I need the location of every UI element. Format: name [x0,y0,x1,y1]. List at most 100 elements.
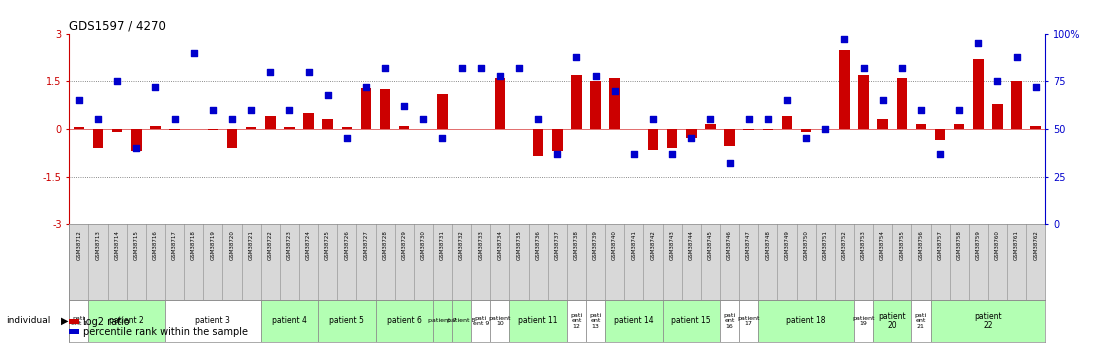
Text: log2 ratio: log2 ratio [83,317,130,327]
Bar [265,116,275,129]
Text: GDS1597 / 4270: GDS1597 / 4270 [69,20,167,32]
Text: GSM38762: GSM38762 [1033,230,1039,260]
Text: GSM38753: GSM38753 [861,230,866,260]
Point [262,69,280,75]
Bar [165,300,260,342]
Bar [246,127,256,129]
Bar [284,127,295,129]
Point [587,73,605,78]
Text: patient 15: patient 15 [672,316,711,325]
Text: GSM38752: GSM38752 [842,230,847,260]
Bar [973,59,984,129]
Text: GSM38750: GSM38750 [804,230,808,260]
Bar [452,300,471,342]
Text: GSM38746: GSM38746 [727,230,732,260]
Text: GSM38716: GSM38716 [153,230,158,260]
Point [319,92,337,97]
Bar [341,127,352,129]
Point [969,40,987,46]
Text: GSM38749: GSM38749 [785,230,789,260]
Text: GSM38712: GSM38712 [76,230,82,260]
Point [453,65,471,71]
Text: GSM38723: GSM38723 [287,230,292,260]
Point [931,151,949,156]
Text: GSM38728: GSM38728 [382,230,388,260]
Point [625,151,643,156]
Bar [724,129,735,146]
Text: individual: individual [6,316,50,325]
Bar [533,129,543,156]
Text: pati
ent 1: pati ent 1 [70,316,87,326]
Text: GSM38722: GSM38722 [267,230,273,260]
Text: GSM38720: GSM38720 [229,230,235,260]
Bar [567,300,586,342]
Point [721,160,739,166]
Point [89,117,107,122]
Text: GSM38715: GSM38715 [134,230,139,260]
Bar [800,129,812,132]
Text: GSM38741: GSM38741 [632,230,636,260]
Text: pati
ent 9: pati ent 9 [473,316,489,326]
Text: GSM38732: GSM38732 [459,230,464,260]
Bar [705,124,716,129]
Bar [319,300,376,342]
Text: patient 2: patient 2 [110,316,144,325]
Bar [471,300,491,342]
Bar [1031,126,1041,129]
Bar [897,78,907,129]
Bar [911,300,930,342]
Text: GSM38761: GSM38761 [1014,230,1020,260]
Text: patient
22: patient 22 [974,312,1002,330]
Bar [571,75,581,129]
Point [491,73,509,78]
Bar [930,300,1045,342]
Point [663,151,681,156]
Bar [954,124,965,129]
Text: GSM38756: GSM38756 [918,230,923,260]
Text: patient 14: patient 14 [614,316,654,325]
Bar [590,81,600,129]
Point [644,117,662,122]
Text: patient
19: patient 19 [852,316,874,326]
Text: patient 18: patient 18 [786,316,826,325]
Text: GSM38731: GSM38731 [440,230,445,260]
Bar [399,126,409,129]
Text: patient 4: patient 4 [272,316,306,325]
Text: GSM38743: GSM38743 [670,230,674,260]
Text: GSM38737: GSM38737 [555,230,560,260]
Text: GSM38734: GSM38734 [498,230,502,260]
Bar [854,300,873,342]
Text: patient 11: patient 11 [519,316,558,325]
Point [203,107,221,112]
Point [224,117,241,122]
Text: GSM38754: GSM38754 [880,230,885,260]
Bar [647,129,659,149]
Text: GSM38733: GSM38733 [479,230,483,260]
Bar [758,300,854,342]
Text: GSM38724: GSM38724 [306,230,311,260]
Text: pati
ent
16: pati ent 16 [723,313,736,329]
Text: GSM38751: GSM38751 [823,230,827,260]
Point [778,98,796,103]
Bar [74,127,84,129]
Text: GSM38714: GSM38714 [115,230,120,260]
Text: GSM38727: GSM38727 [363,230,369,260]
Point [338,136,356,141]
Text: patient 5: patient 5 [330,316,364,325]
Bar [69,300,88,342]
Point [874,98,892,103]
Text: patient 7: patient 7 [428,318,457,323]
Text: GSM38719: GSM38719 [210,230,216,260]
Bar [916,124,926,129]
Text: GSM38730: GSM38730 [420,230,426,260]
Point [912,107,930,112]
Bar [859,75,869,129]
Point [893,65,911,71]
Bar [992,104,1003,129]
Point [988,79,1006,84]
Bar [935,129,946,140]
Bar [663,300,720,342]
Bar [510,300,567,342]
Bar [840,50,850,129]
Point [70,98,88,103]
